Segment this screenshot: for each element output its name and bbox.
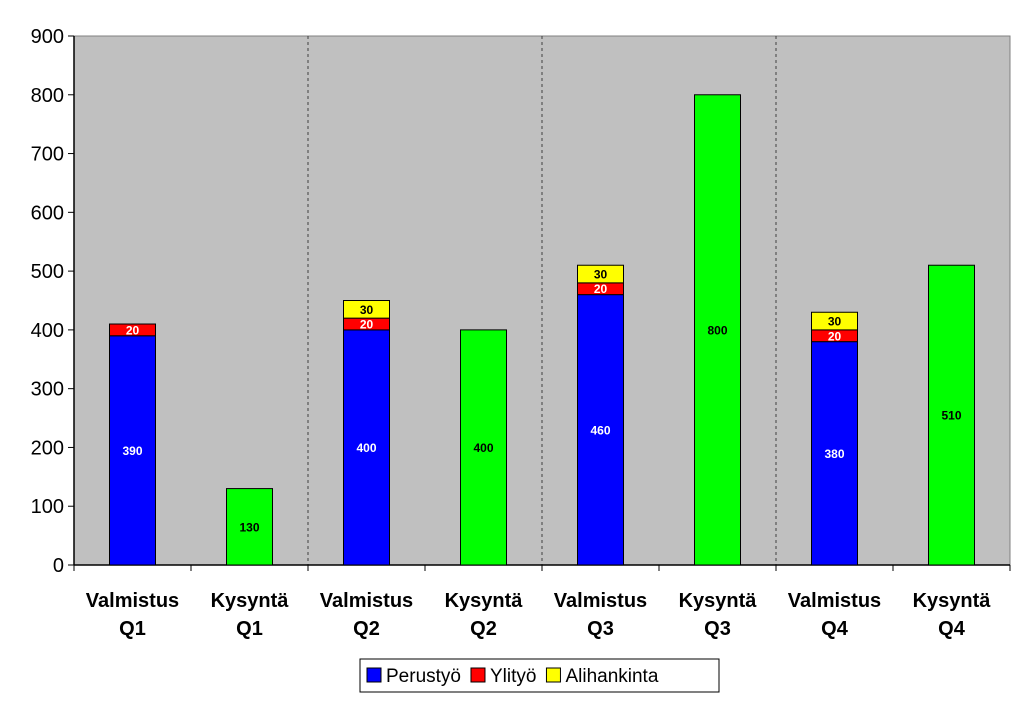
data-label: 130 [239,520,259,534]
x-tick-label: Q2 [470,618,497,640]
legend [359,658,720,693]
bar-alihankinta [811,311,858,331]
data-label: 20 [360,318,374,332]
legend-label: Ylityö [490,666,536,687]
y-tick-label: 100 [31,496,64,518]
legend-label: Alihankinta [565,666,658,687]
data-label: 20 [828,329,842,343]
bar-perustyö [109,335,156,566]
data-label: 800 [707,323,727,337]
data-label: 460 [590,423,610,437]
x-tick-label: Q1 [236,618,263,640]
y-tick-label: 500 [31,261,64,283]
bar-kysynta [928,264,975,566]
x-tick-label: Valmistus [788,590,881,612]
y-tick-label: 200 [31,437,64,459]
data-label: 400 [473,441,493,455]
data-label: 20 [126,323,140,337]
x-tick-label: Kysyntä [445,590,524,612]
bar-kysynta [460,329,507,566]
x-tick-label: Q1 [119,618,146,640]
y-tick-label: 700 [31,144,64,166]
legend-swatch [470,667,486,683]
data-label: 400 [356,441,376,455]
x-tick-label: Valmistus [554,590,647,612]
x-tick-label: Kysyntä [211,590,290,612]
data-label: 380 [824,447,844,461]
data-label: 30 [828,315,842,329]
x-tick-label: Q3 [704,618,731,640]
bar-perustyö [577,294,624,566]
bar-kysynta [694,94,741,566]
x-tick-label: Kysyntä [679,590,758,612]
y-tick-label: 900 [31,26,64,48]
data-label: 390 [122,444,142,458]
data-label: 20 [594,282,608,296]
x-tick-label: Kysyntä [913,590,992,612]
x-tick-label: Valmistus [86,590,179,612]
legend-swatch [545,667,561,683]
y-tick-label: 0 [53,555,64,577]
legend-swatch [366,667,382,683]
y-tick-label: 400 [31,320,64,342]
y-tick-label: 600 [31,202,64,224]
data-label: 510 [941,409,961,423]
y-tick-label: 800 [31,85,64,107]
data-label: 30 [594,268,608,282]
x-tick-label: Q2 [353,618,380,640]
x-tick-label: Q4 [938,618,966,640]
bar-perustyö [343,329,390,566]
bar-ylityö [109,323,156,337]
x-tick-label: Q4 [821,618,849,640]
y-tick-label: 300 [31,379,64,401]
legend-label: Perustyö [386,666,461,687]
x-tick-label: Q3 [587,618,614,640]
bar-kysynta [226,488,273,566]
data-label: 30 [360,303,374,317]
bar-alihankinta [577,264,624,284]
bar-alihankinta [343,300,390,319]
x-tick-label: Valmistus [320,590,413,612]
